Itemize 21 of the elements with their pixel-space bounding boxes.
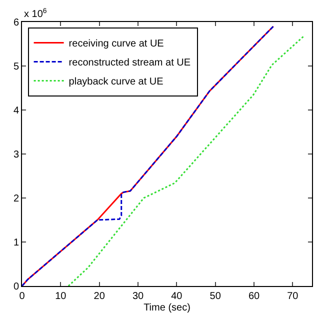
y-tick-label: 5 [13,62,20,72]
legend-label: reconstructed stream at UE [68,58,191,69]
x-tick-label: 70 [287,291,299,302]
x-tick-label: 60 [248,291,260,302]
x-axis-title: Time (sec) [144,302,190,314]
y-tick-label: 0 [13,282,20,292]
legend-label: receiving curve at UE [68,38,164,50]
x-tick-label: 50 [210,291,222,302]
y-tick-label: 4 [13,106,20,116]
y-tick-label: 6 [13,18,20,28]
line-series [22,26,274,286]
x-tick-label: 30 [132,291,144,302]
legend-label: playback curve at UE [68,76,164,88]
x-tick-label: 20 [94,291,106,302]
y-tick-label: 1 [13,238,20,248]
text: x 10$^{6}$ [24,8,47,20]
line-series [68,35,305,286]
x-tick-label: 40 [171,291,183,302]
y-tick-label: 3 [13,150,20,160]
x-tick-label: 10 [55,291,67,302]
y-tick-label: 2 [13,194,20,204]
